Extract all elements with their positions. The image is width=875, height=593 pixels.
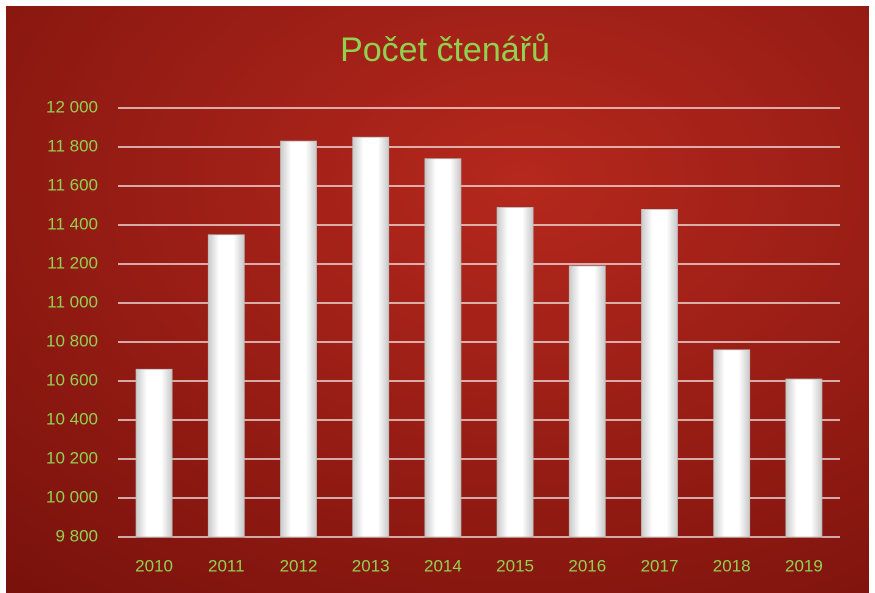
y-tick-label: 11 200 [47,253,98,272]
x-tick-label: 2016 [568,556,606,575]
x-tick-label: 2015 [496,556,534,575]
y-tick-label: 12 000 [46,97,98,116]
x-tick-label: 2011 [208,556,245,575]
bar [424,158,462,538]
y-tick-label: 10 000 [46,487,98,506]
x-tick-label: 2017 [641,556,679,575]
y-tick-label: 11 800 [47,136,98,155]
bar [785,378,823,538]
bar [713,349,751,538]
y-tick-label: 11 400 [47,214,98,233]
y-tick-label: 10 600 [46,370,98,389]
bar [352,136,390,538]
y-tick-label: 10 200 [46,448,98,467]
bar [568,265,606,538]
y-tick-label: 10 400 [46,409,98,428]
y-tick-label: 10 800 [46,331,98,350]
y-tick-label: 11 000 [47,292,98,311]
y-tick-label: 9 800 [55,526,98,545]
x-tick-label: 2014 [424,556,462,575]
bar [496,207,534,538]
chart-title: Počet čtenářů [340,31,550,69]
y-tick-label: 11 600 [47,175,98,194]
x-tick-label: 2010 [135,556,173,575]
bar [207,234,245,538]
x-tick-label: 2019 [785,556,823,575]
bar [641,208,678,538]
x-tick-label: 2012 [280,556,318,575]
bar [280,140,317,538]
bar [135,368,173,538]
x-tick-label: 2013 [352,556,390,575]
x-tick-label: 2018 [713,556,751,575]
